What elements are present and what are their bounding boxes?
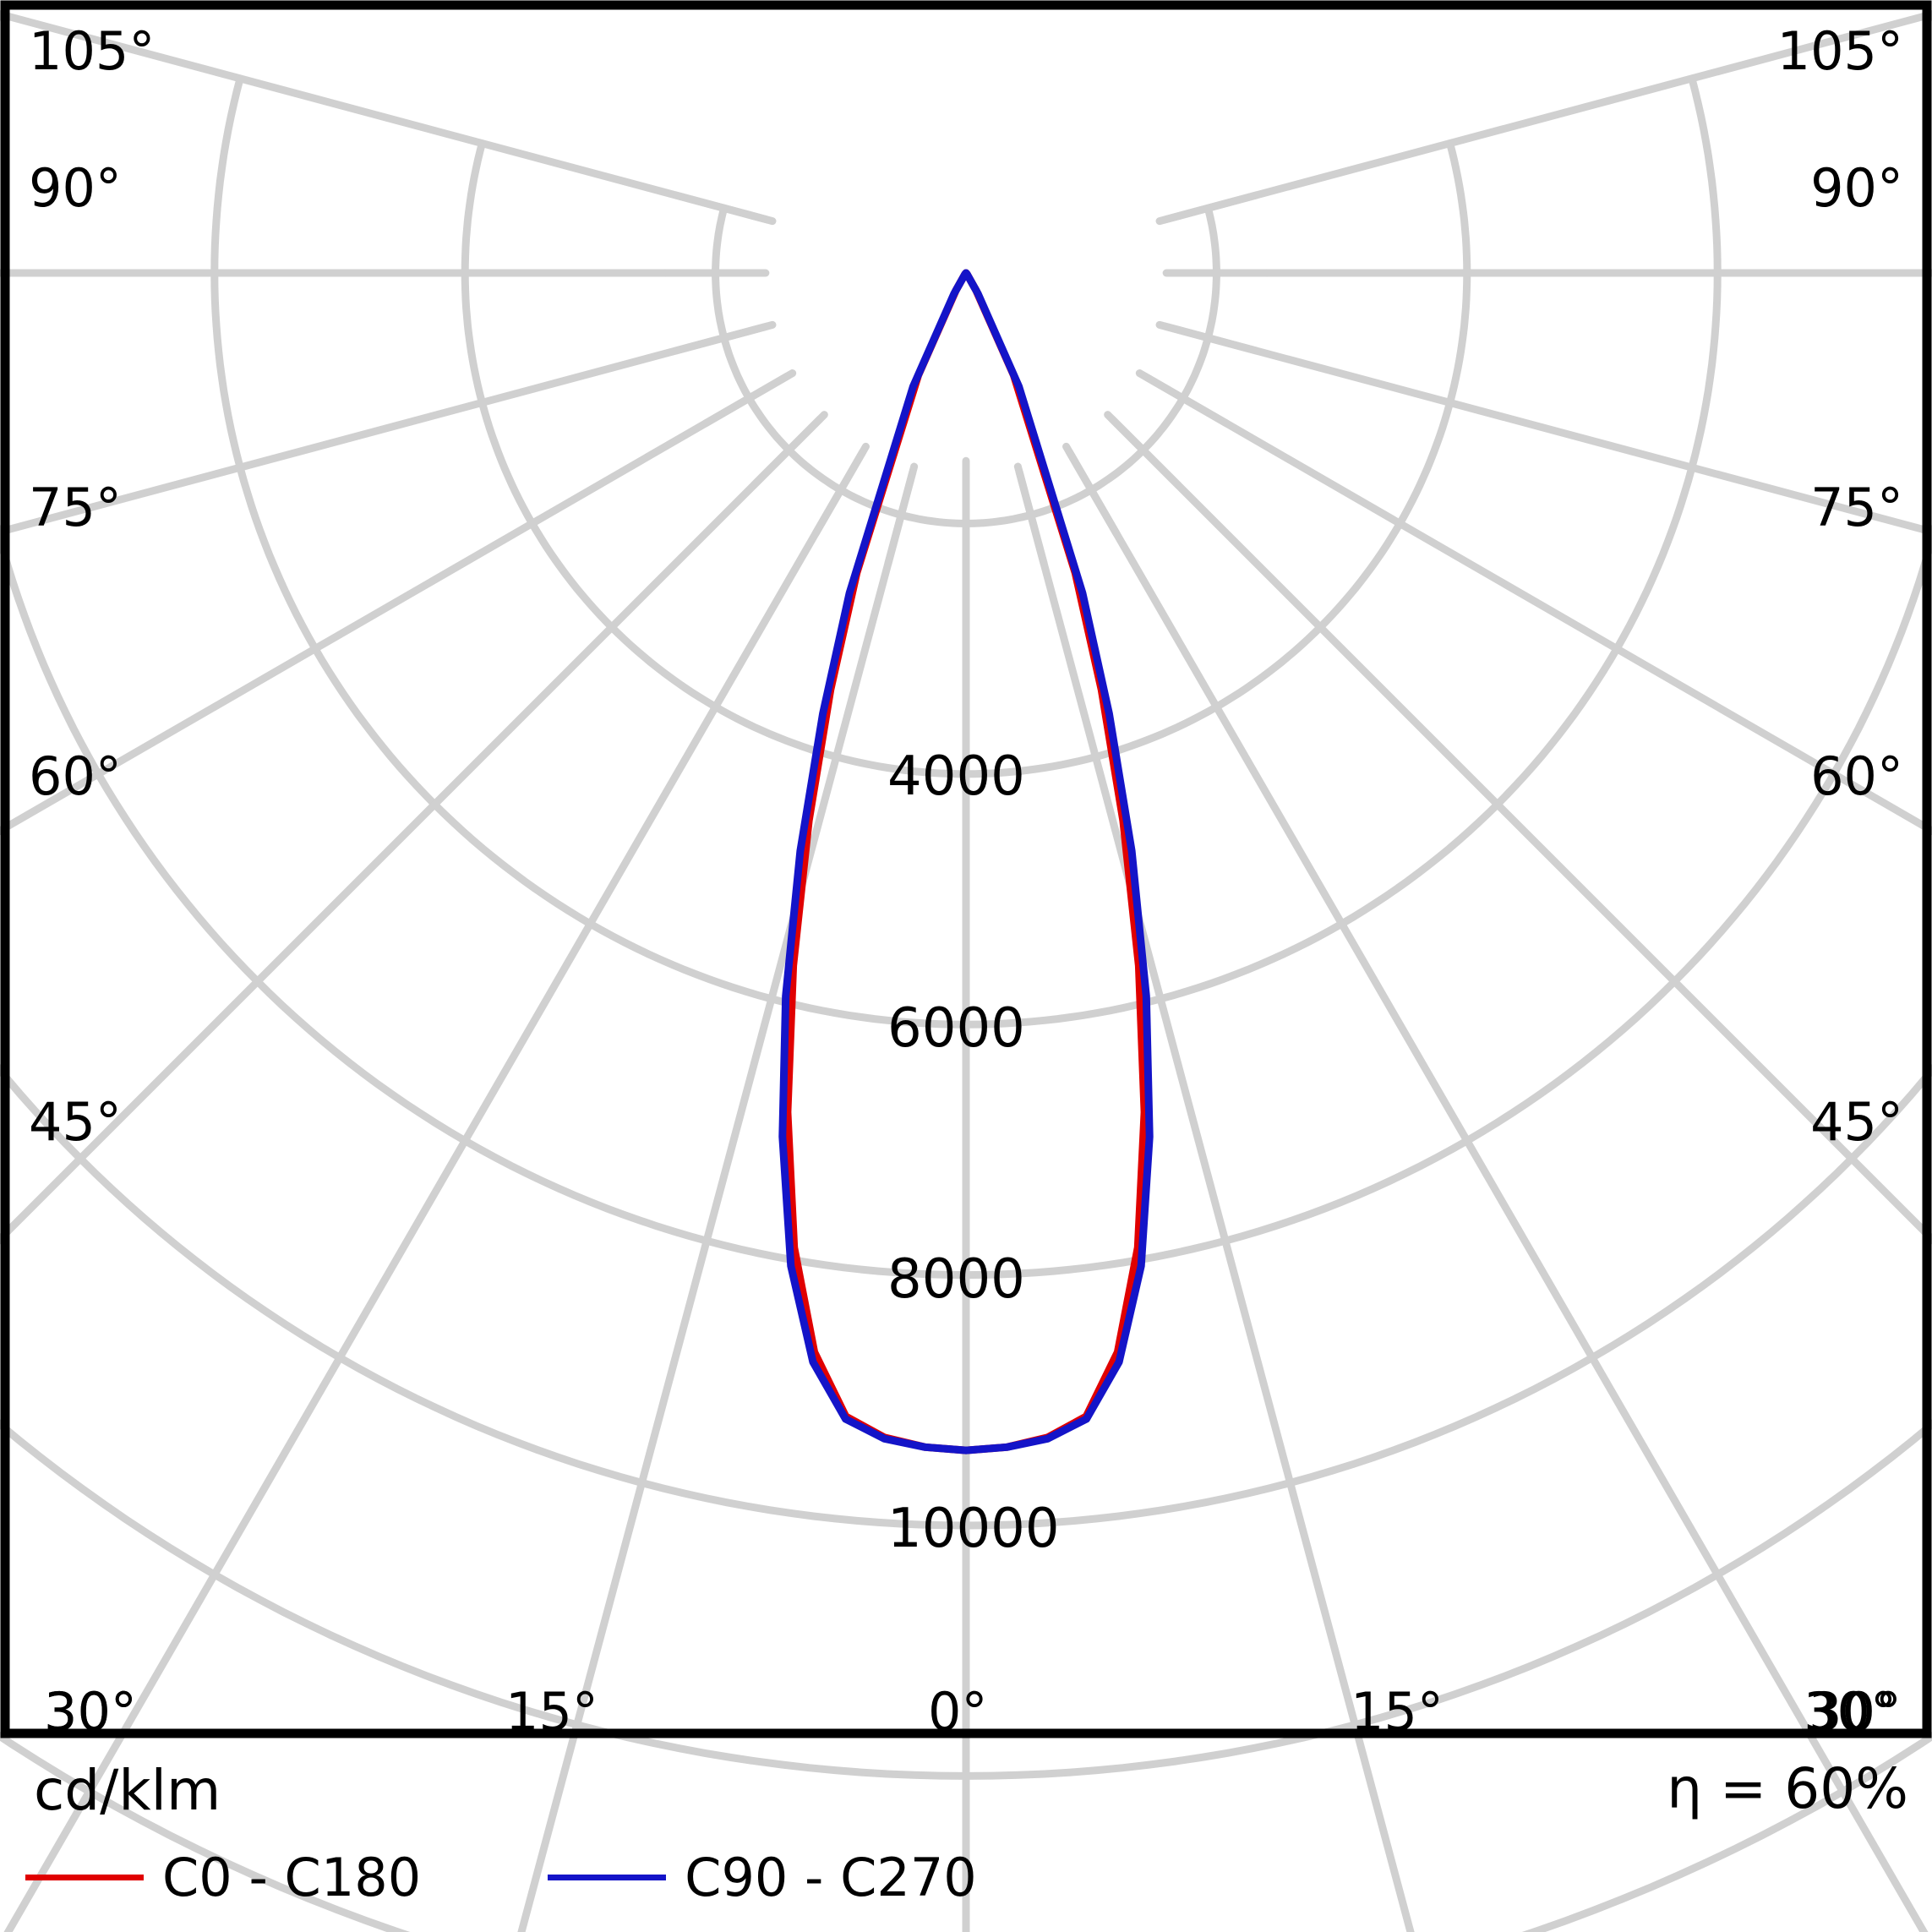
angle-label-bottom-15-left: 15° (505, 1681, 598, 1743)
radial-tick-4000: 4000 (887, 745, 1025, 808)
angle-label-left-60: 60° (29, 745, 122, 807)
radial-tick-8000: 8000 (887, 1248, 1025, 1311)
angle-label-right-60: 60° (1810, 745, 1903, 807)
angle-label-bottom-30-left: 30° (44, 1681, 137, 1743)
angle-label-right-45: 45° (1810, 1091, 1903, 1153)
legend-label-c0-c180: C0 - C180 (162, 1847, 422, 1908)
legend-item-c90-c270[interactable]: C90 - C270 (548, 1847, 977, 1908)
angle-label-right-30: 30° (1804, 1681, 1897, 1743)
angle-label-bottom-30-right: 30° (1809, 1681, 1902, 1743)
legend-label-c90-c270: C90 - C270 (685, 1847, 977, 1908)
intensity-curves (778, 269, 1154, 1454)
angle-label-right-105: 105° (1776, 20, 1903, 82)
legend-swatch-c90-c270 (548, 1875, 667, 1880)
unit-label: cd/klm (34, 1758, 221, 1823)
radial-tick-6000: 6000 (887, 997, 1025, 1060)
angle-label-right-90: 90° (1810, 157, 1903, 219)
curve-c90-c270 (778, 269, 1154, 1454)
angle-label-left-30: 30° (44, 1681, 137, 1743)
radial-tick-10000: 10000 (887, 1498, 1060, 1560)
efficiency-label: η = 60% (1667, 1756, 1908, 1821)
angle-label-left-75: 75° (29, 477, 122, 538)
angle-label-left-45: 45° (29, 1091, 122, 1153)
legend: C0 - C180 C90 - C270 (25, 1847, 977, 1908)
plot-frame (0, 0, 1932, 1738)
angle-label-left-105: 105° (29, 20, 156, 82)
angle-label-bottom-15-right: 15° (1351, 1681, 1444, 1743)
angle-label-bottom-0: 0° (928, 1681, 988, 1743)
legend-swatch-c0-c180 (25, 1875, 144, 1880)
angle-label-left-90: 90° (29, 157, 122, 219)
legend-item-c0-c180[interactable]: C0 - C180 (25, 1847, 421, 1908)
angle-label-right-75: 75° (1810, 477, 1903, 538)
